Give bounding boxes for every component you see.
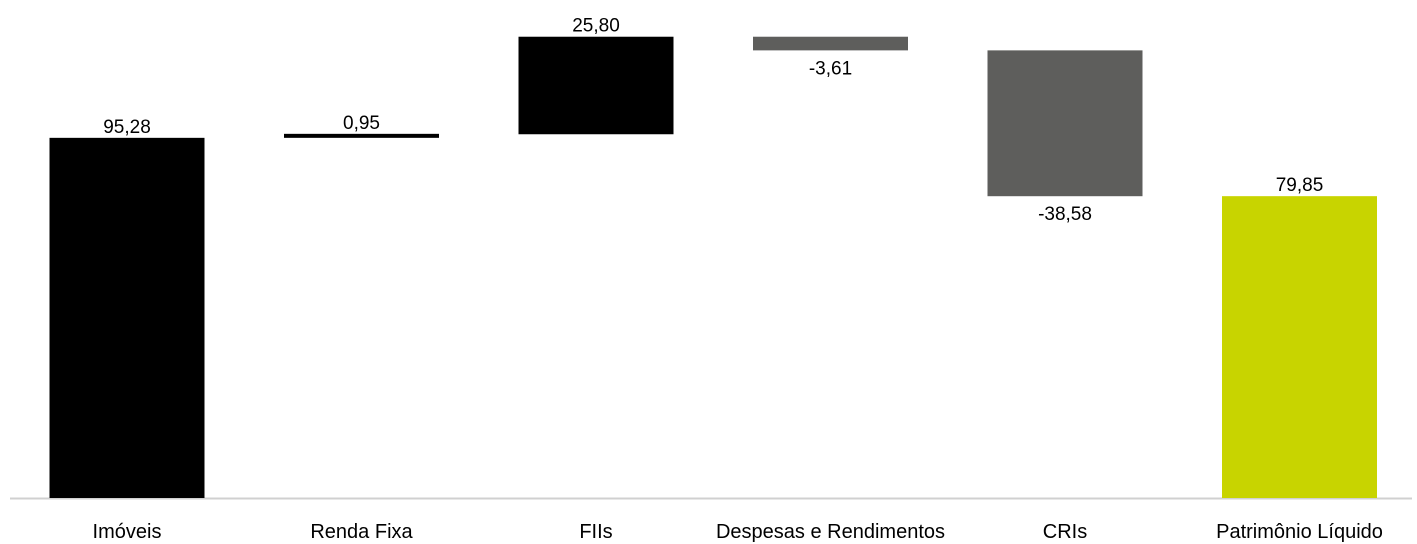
value-labels-group: 95,28 0,95 25,80 -3,61 -38,58 79,85 (103, 16, 1323, 225)
value-label-0: 95,28 (103, 117, 151, 138)
category-label-3: Despesas e Rendimentos (716, 521, 945, 543)
value-label-3: -3,61 (809, 58, 852, 79)
bars-group (49, 36, 1377, 499)
bar-1 (284, 133, 439, 138)
bar-0 (49, 137, 205, 498)
bar-2 (518, 36, 674, 135)
value-label-1: 0,95 (343, 113, 380, 134)
category-label-0: Imóveis (93, 521, 162, 543)
value-label-2: 25,80 (572, 16, 620, 37)
category-label-2: FIIs (579, 521, 612, 543)
value-label-4: -38,58 (1038, 204, 1092, 225)
category-label-4: CRIs (1043, 521, 1087, 543)
category-label-5: Patrimônio Líquido (1216, 521, 1383, 543)
category-label-1: Renda Fixa (310, 521, 413, 543)
bar-4 (987, 50, 1143, 197)
value-label-5: 79,85 (1276, 175, 1324, 196)
bar-3 (753, 36, 908, 51)
category-labels-group: Imóveis Renda Fixa FIIs Despesas e Rendimen… (93, 521, 1383, 543)
bar-5 (1222, 196, 1377, 499)
